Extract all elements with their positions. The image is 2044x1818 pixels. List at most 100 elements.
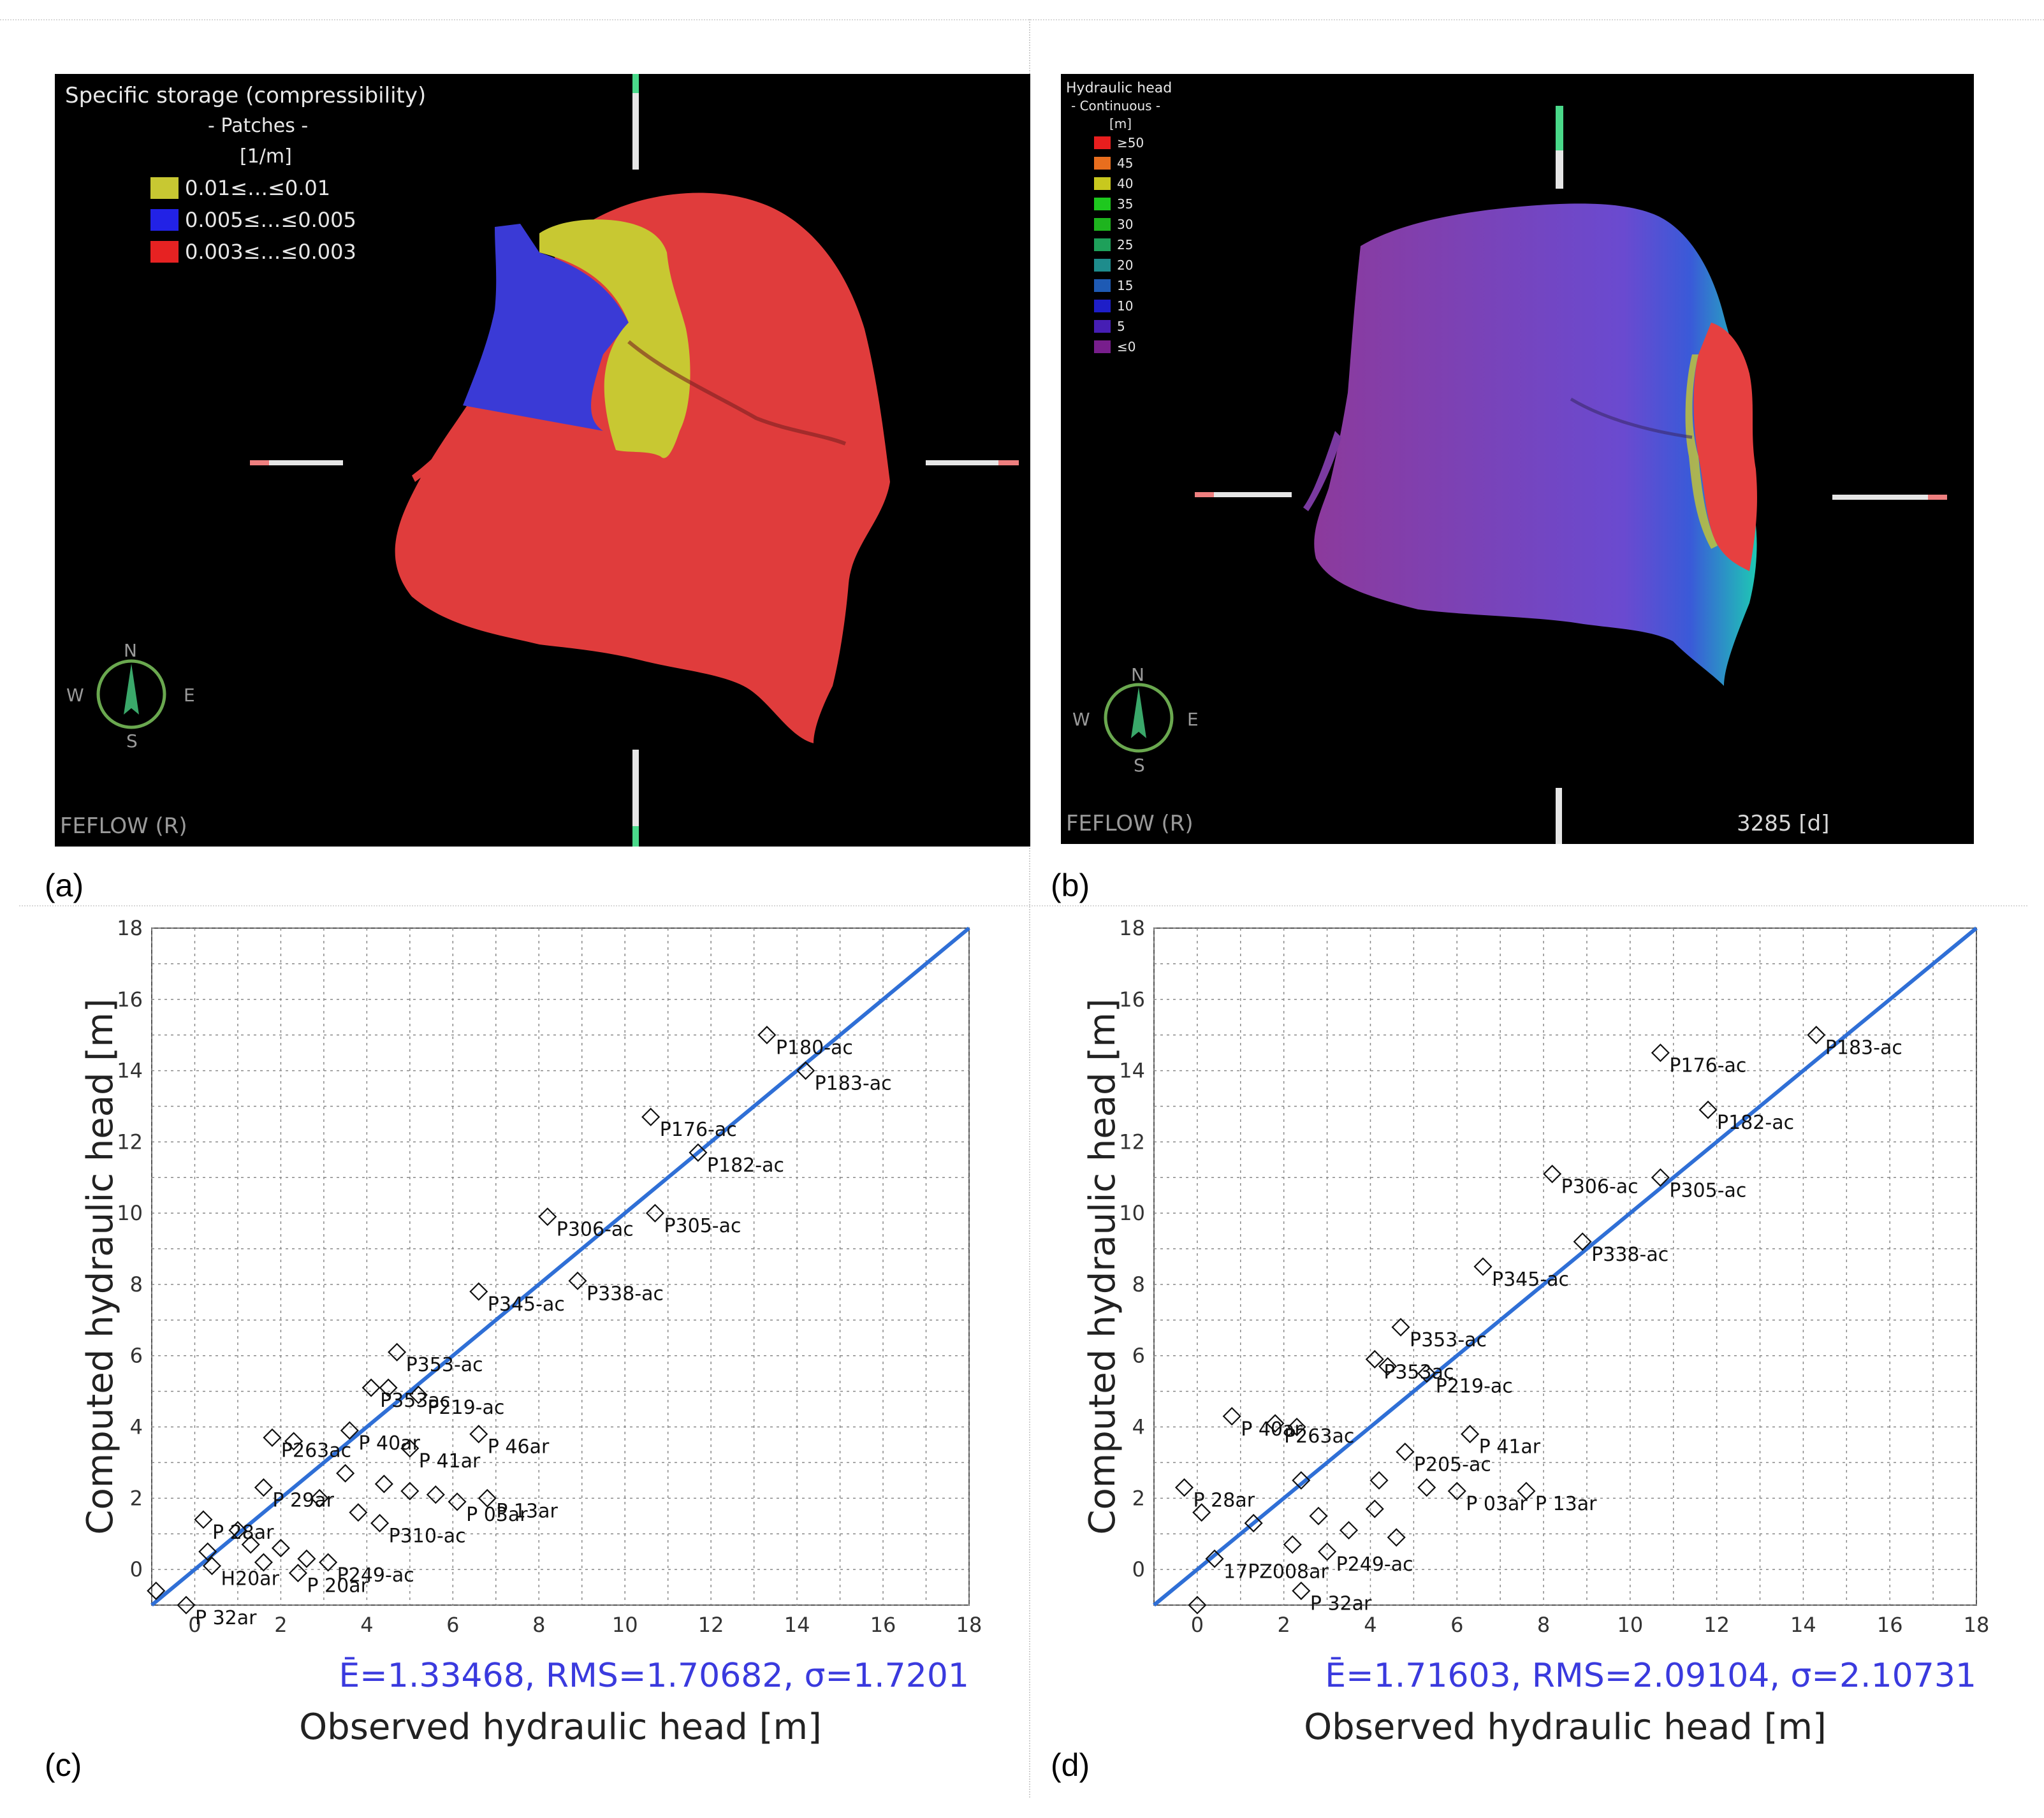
x-tick-label: 2 [1278,1613,1290,1637]
y-tick-label: 4 [1132,1415,1145,1439]
legend-unit: [1/m] [240,145,292,168]
data-point [198,1542,217,1561]
point-label: P305-ac [664,1215,741,1237]
data-point [361,1378,381,1397]
data-point [194,1510,213,1529]
legend-swatch [1094,300,1111,312]
legend-label: 40 [1117,176,1134,191]
data-point [254,1553,273,1572]
data-point [469,1425,488,1444]
data-point [689,1143,708,1162]
data-point [1309,1506,1328,1525]
top-divider [0,19,2044,20]
point-label: P306-ac [557,1219,634,1241]
legend-item: 45 [1094,156,1133,171]
legend-swatch [150,209,179,231]
x-axis-title: Observed hydraulic head [m] [299,1706,822,1748]
data-point [1292,1471,1311,1490]
data-point [177,1596,196,1615]
legend-item: 35 [1094,196,1133,212]
y-tick-label: 6 [130,1344,143,1368]
compass-n: N [1131,664,1144,685]
blue-zone [463,224,629,431]
legend-item: ≤0 [1094,339,1135,354]
yellow-zone [539,219,690,458]
data-point [757,1026,777,1045]
y-tick-label: 14 [1119,1059,1145,1083]
data-point [1391,1318,1410,1337]
compass-e: E [184,685,195,706]
legend-swatch [1094,279,1111,292]
legend-subtitle: - Continuous - [1071,98,1161,113]
legend-swatch [1094,259,1111,272]
data-point [379,1378,398,1397]
legend-subtitle: - Patches - [208,115,309,137]
data-point [538,1207,557,1226]
y-tick-label: 16 [1119,987,1145,1012]
data-point [1318,1542,1337,1561]
compass-e: E [1187,709,1199,730]
data-point [1244,1513,1263,1532]
point-label: P263ac [281,1439,351,1462]
data-point [340,1421,359,1440]
data-point [1461,1425,1480,1444]
legend-title: Specific storage (compressibility) [65,83,427,108]
data-point [1339,1521,1359,1540]
legend-swatch [1094,340,1111,353]
legend-label: 35 [1117,196,1134,212]
y-tick-label: 2 [1132,1486,1145,1510]
data-point [241,1535,260,1554]
data-point [1396,1443,1415,1462]
point-label: P 41ar [419,1450,481,1473]
data-point [426,1485,445,1504]
data-point [1205,1549,1224,1568]
data-point [409,1385,428,1404]
point-label: P345-ac [1492,1269,1569,1291]
legend-label: 15 [1117,278,1134,293]
point-label: P249-ac [1336,1553,1413,1576]
point-label: 17PZ008ar [1223,1560,1329,1583]
data-point [202,1556,222,1576]
y-tick-label: 8 [130,1272,143,1297]
legend-label: 25 [1117,237,1134,252]
legend-label: 0.005≤…≤0.005 [185,208,356,232]
x-axis-title: Observed hydraulic head [m] [1304,1706,1827,1748]
legend-label: ≥50 [1117,135,1144,150]
data-point [1292,1582,1311,1601]
x-tick-label: 2 [274,1613,287,1637]
x-tick-label: 14 [1790,1613,1816,1637]
x-tick-label: 18 [956,1613,982,1637]
y-tick-label: 14 [117,1059,143,1083]
right-marker [926,460,1019,465]
point-label: P 41ar [1479,1436,1541,1458]
data-point [1266,1414,1285,1433]
point-label: P 29ar [272,1490,334,1512]
y-axis-title: Computed hydraulic head [m] [1082,998,1123,1534]
stats-label: Ē=1.33468, RMS=1.70682, σ=1.7201 [339,1657,969,1695]
data-point [147,1582,166,1601]
data-point [310,1488,329,1508]
data-point [478,1488,497,1508]
x-tick-label: 4 [1364,1613,1376,1637]
legend-label: 20 [1117,258,1134,273]
x-tick-label: 18 [1964,1613,1990,1637]
data-point [1287,1417,1306,1437]
y-tick-label: 16 [117,987,143,1012]
legend-label: 0.01≤…≤0.01 [185,176,331,200]
compass-n: N [124,640,137,661]
legend-unit: [m] [1109,116,1132,131]
map-a-canvas [96,74,1019,847]
data-point [1365,1349,1384,1369]
point-label: P180-ac [776,1037,853,1059]
data-point [641,1107,661,1126]
legend-swatch [150,241,179,263]
panel-label-d: (d) [1051,1747,1090,1783]
point-label: P182-ac [707,1154,784,1177]
data-point [1369,1471,1389,1490]
point-label: P176-ac [1669,1055,1746,1077]
y-tick-label: 0 [130,1557,143,1582]
point-label: P 40ar [358,1432,420,1455]
data-point [1517,1481,1536,1501]
panel-label-a: (a) [45,868,84,903]
scatter-chart-c: 0 2 4 6 8 10 12 14 16 18 0 2 4 6 8 10 12 14 16 18 P180-ac P18… [80,916,982,1748]
